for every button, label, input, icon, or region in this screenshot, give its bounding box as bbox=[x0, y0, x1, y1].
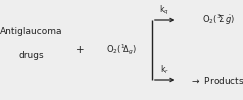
Text: +: + bbox=[76, 45, 85, 55]
Text: drugs: drugs bbox=[19, 50, 44, 60]
Text: k$_q$: k$_q$ bbox=[159, 3, 169, 16]
Text: O$_2$($^3\!\Sigma\,\dot{g}$): O$_2$($^3\!\Sigma\,\dot{g}$) bbox=[202, 13, 235, 27]
Text: O$_2$($^1\!\Delta_g$): O$_2$($^1\!\Delta_g$) bbox=[106, 43, 137, 57]
Text: Antiglaucoma: Antiglaucoma bbox=[0, 28, 63, 36]
Text: k$_r$: k$_r$ bbox=[160, 64, 168, 76]
Text: $\rightarrow$ Products: $\rightarrow$ Products bbox=[190, 74, 243, 86]
